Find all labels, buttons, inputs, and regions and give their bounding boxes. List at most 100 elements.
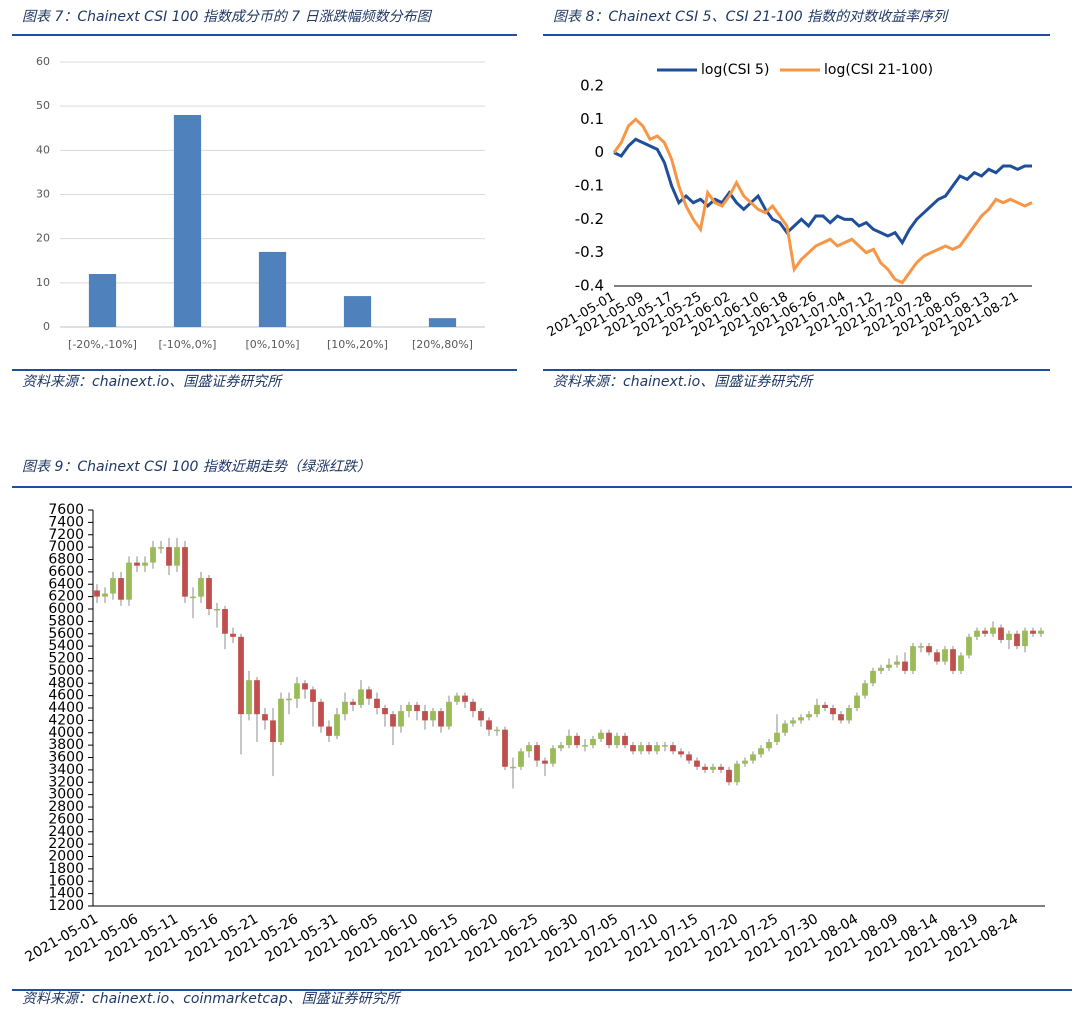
candle-body bbox=[782, 723, 788, 733]
y-tick-label: 2600 bbox=[48, 811, 84, 827]
candle-body bbox=[174, 547, 180, 566]
x-tick-label: [0%,10%] bbox=[246, 338, 300, 351]
candle-body bbox=[1030, 630, 1036, 634]
candle-body bbox=[758, 748, 764, 755]
legend-label: log(CSI 5) bbox=[701, 62, 769, 78]
candle-body bbox=[630, 745, 636, 752]
candle-body bbox=[870, 670, 876, 684]
candle-body bbox=[894, 661, 900, 665]
y-tick-label: 4200 bbox=[48, 712, 84, 728]
source: 资料来源：chainext.io、coinmarketcap、国盛证券研究所 bbox=[22, 991, 402, 1007]
candle-body bbox=[702, 766, 708, 770]
candle-body bbox=[806, 714, 812, 718]
candle-body bbox=[422, 711, 428, 721]
y-tick-label: 50 bbox=[36, 99, 50, 112]
series-line bbox=[612, 117, 1033, 285]
candle-body bbox=[742, 760, 748, 764]
candle-body bbox=[942, 649, 948, 662]
candle-body bbox=[366, 689, 372, 699]
candle-body bbox=[374, 698, 380, 708]
y-tick-label: 3200 bbox=[48, 774, 84, 790]
y-tick-label: 4400 bbox=[48, 700, 84, 716]
candle-body bbox=[390, 714, 396, 727]
candle-body bbox=[966, 636, 972, 656]
y-tick-label: 3800 bbox=[48, 737, 84, 753]
candle-body bbox=[1038, 630, 1044, 634]
candle-body bbox=[358, 689, 364, 705]
candle-body bbox=[694, 760, 700, 767]
x-tick-label: [20%,80%] bbox=[412, 338, 473, 351]
candle-body bbox=[110, 578, 116, 594]
candle-body bbox=[134, 562, 140, 566]
candle-body bbox=[774, 732, 780, 743]
candle-body bbox=[886, 664, 892, 668]
candle-body bbox=[254, 680, 260, 715]
candle-body bbox=[102, 593, 108, 597]
candle-body bbox=[598, 732, 604, 739]
y-tick-label: 2400 bbox=[48, 824, 84, 840]
y-tick-label: 4000 bbox=[48, 725, 84, 741]
y-tick-label: 3000 bbox=[48, 787, 84, 803]
candle-body bbox=[526, 745, 532, 752]
candle-body bbox=[182, 547, 188, 597]
candle-body bbox=[262, 714, 268, 721]
candle-body bbox=[126, 562, 132, 600]
candle-body bbox=[270, 720, 276, 743]
candle-body bbox=[934, 652, 940, 662]
y-tick-label: 60 bbox=[36, 55, 50, 68]
x-tick-label: [-10%,0%] bbox=[159, 338, 217, 351]
candle-body bbox=[1006, 633, 1012, 640]
candle-body bbox=[614, 735, 620, 746]
candle-body bbox=[326, 726, 332, 736]
bar bbox=[428, 318, 457, 327]
candle-body bbox=[862, 683, 868, 696]
candle-body bbox=[790, 720, 796, 724]
candle-body bbox=[454, 695, 460, 702]
candle-body bbox=[238, 636, 244, 715]
y-tick-label: 7200 bbox=[48, 527, 84, 543]
candle-body bbox=[342, 701, 348, 715]
candle-body bbox=[814, 704, 820, 715]
y-tick-label: 6400 bbox=[48, 576, 84, 592]
candle-body bbox=[982, 630, 988, 634]
y-tick-label: 1200 bbox=[48, 898, 84, 914]
bar bbox=[343, 296, 372, 327]
candle-body bbox=[678, 751, 684, 755]
y-tick-label: 5400 bbox=[48, 638, 84, 654]
chart-title: 图表 7：Chainext CSI 100 指数成分币的 7 日涨跌幅频数分布图 bbox=[22, 9, 433, 25]
candle-body bbox=[854, 695, 860, 708]
candle-body bbox=[710, 766, 716, 770]
y-tick-label: 1400 bbox=[48, 886, 84, 902]
candle-body bbox=[990, 627, 996, 634]
x-tick-label: [-20%,-10%] bbox=[68, 338, 137, 351]
candle-body bbox=[1014, 633, 1020, 647]
candle-body bbox=[470, 701, 476, 712]
candle-body bbox=[622, 735, 628, 746]
candle-body bbox=[278, 698, 284, 743]
candle-body bbox=[766, 742, 772, 749]
y-tick-label: 5600 bbox=[48, 626, 84, 642]
candle-body bbox=[830, 708, 836, 715]
candle-body bbox=[958, 655, 964, 671]
candle-body bbox=[446, 701, 452, 727]
candle-body bbox=[838, 714, 844, 721]
candle-body bbox=[510, 766, 516, 769]
y-tick-label: 0 bbox=[594, 143, 604, 161]
candle-body bbox=[750, 754, 756, 761]
y-tick-label: 3400 bbox=[48, 762, 84, 778]
candle-body bbox=[318, 701, 324, 727]
candle-body bbox=[902, 661, 908, 671]
y-tick-label: 3600 bbox=[48, 750, 84, 766]
y-tick-label: -0.1 bbox=[575, 177, 604, 195]
candle-body bbox=[646, 745, 652, 752]
candle-body bbox=[566, 735, 572, 746]
candle-body bbox=[734, 763, 740, 783]
candle-body bbox=[198, 578, 204, 597]
candle-body bbox=[214, 609, 220, 611]
bar bbox=[173, 115, 202, 327]
y-tick-label: 6200 bbox=[48, 589, 84, 605]
candle-body bbox=[142, 562, 148, 566]
candle-body bbox=[406, 704, 412, 712]
candle-body bbox=[398, 711, 404, 727]
